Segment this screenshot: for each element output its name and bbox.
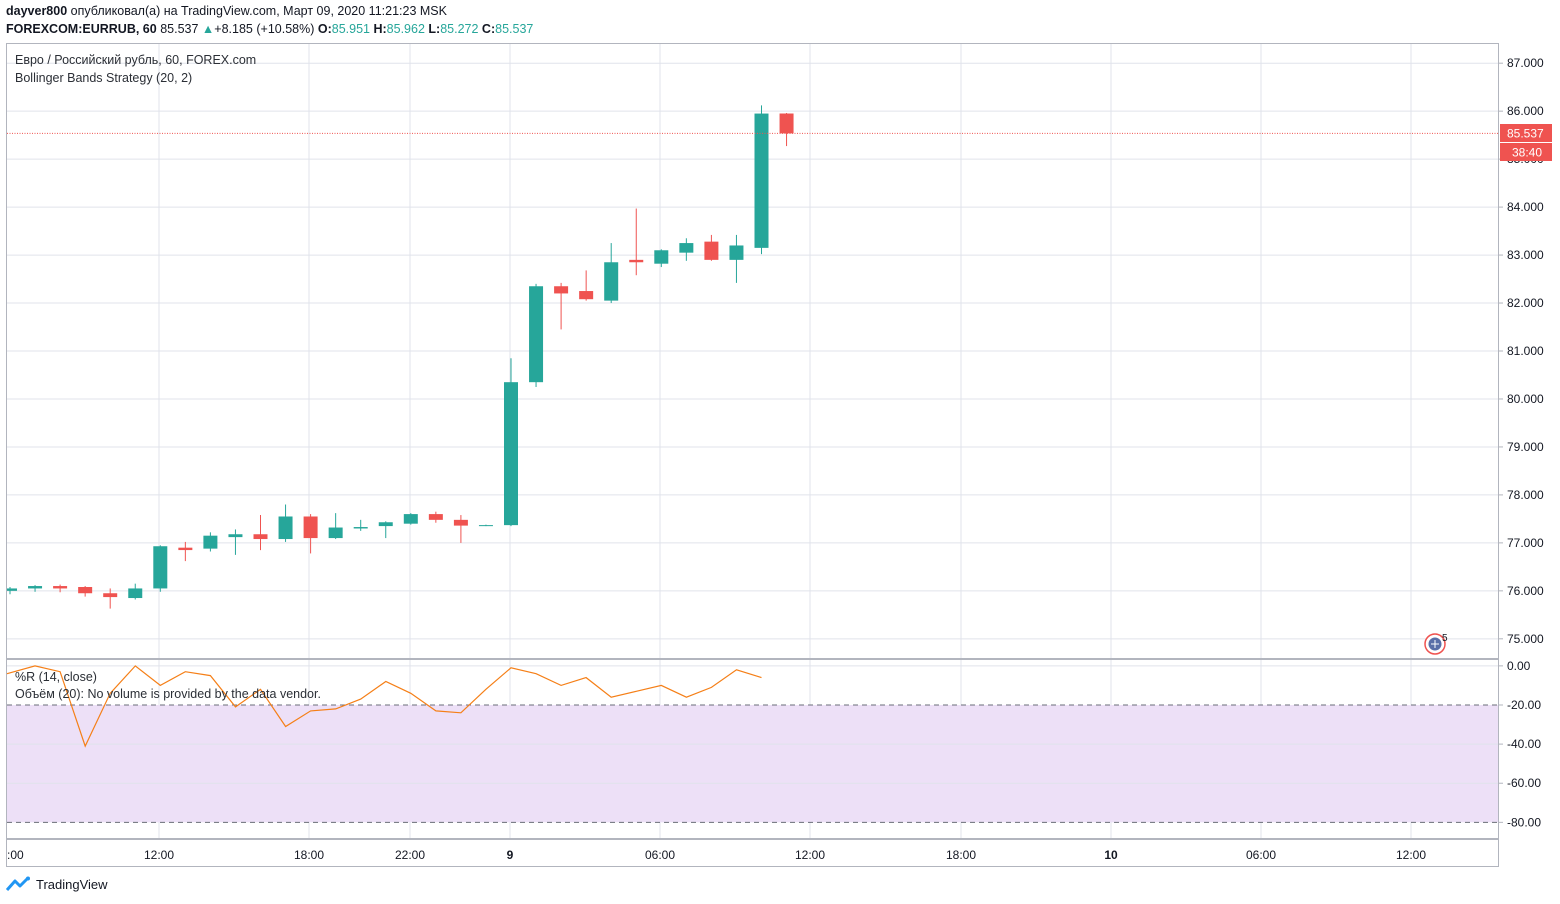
time-tick-label: 9 — [507, 848, 514, 862]
wr-tick-label: -60.00 — [1507, 776, 1541, 790]
candle-body — [278, 516, 293, 540]
candle-body — [654, 250, 669, 264]
volume-legend: Объём (20): No volume is provided by the… — [15, 687, 321, 701]
open-label: O: — [317, 22, 332, 36]
price-tick-label: 81.000 — [1507, 344, 1544, 358]
tradingview-logo-icon — [6, 876, 30, 891]
wr-band — [7, 704, 1498, 823]
price-tick-label: 78.000 — [1507, 488, 1544, 502]
candles — [7, 105, 794, 609]
wr-series — [6, 665, 762, 748]
countdown-badge-text: 38:40 — [1512, 146, 1542, 160]
candle-body — [579, 291, 594, 300]
candle-body — [178, 547, 193, 551]
price-tick-label: 83.000 — [1507, 248, 1544, 262]
candle-body — [679, 243, 694, 253]
candle-body — [403, 514, 418, 524]
candle-body — [28, 586, 43, 589]
candle-body — [328, 527, 343, 539]
candle-body — [378, 522, 393, 527]
high-label: H: — [373, 22, 387, 36]
candle-body — [78, 587, 93, 594]
symbol-label: FOREXCOM:EURRUB, 60 — [6, 22, 157, 36]
price-tick-label: 79.000 — [1507, 440, 1544, 454]
candle-body — [428, 514, 443, 520]
open-value: 85.951 — [331, 22, 370, 36]
candle-body — [478, 525, 493, 527]
footer-brand-label: TradingView — [36, 876, 108, 892]
wr-tick-label: -40.00 — [1507, 737, 1541, 751]
close-value: 85.537 — [495, 22, 534, 36]
wr-grid — [7, 660, 1498, 838]
series-legend[interactable]: Евро / Российский рубль, 60, FOREX.com — [15, 53, 257, 67]
time-tick-label: 12:00 — [795, 848, 825, 862]
candle-body — [629, 259, 644, 263]
low-label: L: — [428, 22, 441, 36]
candle-body — [303, 516, 318, 539]
time-axis-labels: :00 12:00 18:00 22:00 9 06:00 12:00 18:00 10 06:0… — [7, 848, 1426, 862]
price-axis[interactable]: 75.000 76.000 77.000 78.000 79.000 80.000 81.0… — [1498, 56, 1544, 646]
price-tick-label: 86.000 — [1507, 104, 1544, 118]
change-arrow-icon: ▲ — [201, 22, 215, 36]
low-value: 85.272 — [440, 22, 479, 36]
footer-brand[interactable]: TradingView — [6, 876, 108, 892]
time-tick-label: 18:00 — [294, 848, 324, 862]
price-tick-label: 87.000 — [1507, 56, 1544, 70]
time-tick-label: 06:00 — [1246, 848, 1276, 862]
change-value: +8.185 (+10.58%) — [214, 22, 315, 36]
wr-tick-label: -80.00 — [1507, 815, 1541, 829]
wr-tick-label: 0.00 — [1507, 659, 1531, 673]
candle-body — [504, 382, 518, 526]
time-axis[interactable] — [6, 839, 1499, 867]
price-tick-label: 75.000 — [1507, 632, 1544, 646]
candle-body — [729, 245, 744, 260]
candle-body — [604, 262, 619, 301]
price-tick-label: 77.000 — [1507, 536, 1544, 550]
price-tick-label: 76.000 — [1507, 584, 1544, 598]
last-price-badge-text: 85.537 — [1507, 127, 1544, 141]
time-tick-label: 06:00 — [645, 848, 675, 862]
last-price-badge — [1500, 124, 1552, 142]
candle-body — [779, 113, 794, 134]
candle-body — [529, 286, 544, 383]
time-tick-label: 18:00 — [946, 848, 976, 862]
candle-body — [153, 546, 168, 589]
author-link[interactable]: dayver800 — [6, 4, 68, 18]
candle-body — [554, 286, 569, 294]
candle-body — [453, 519, 468, 526]
price-tick-label: 84.000 — [1507, 200, 1544, 214]
wr-axis[interactable]: 0.00 -20.00 -40.00 -60.00 -80.00 — [1498, 659, 1541, 829]
candle-body — [704, 241, 719, 260]
wr-legend[interactable]: %R (14, close) — [15, 670, 97, 684]
publish-line: dayver800 опубликовал(а) на TradingView.… — [6, 4, 447, 18]
candle-body — [203, 535, 218, 549]
candle-body — [228, 534, 243, 538]
time-tick-label: 12:00 — [144, 848, 174, 862]
events-flag-icon[interactable] — [1424, 633, 1446, 655]
published-text: опубликовал(а) на TradingView.com, Март … — [70, 4, 447, 18]
time-tick-label: 22:00 — [395, 848, 425, 862]
candle-body — [754, 113, 769, 248]
candle-body — [253, 534, 268, 540]
strategy-legend[interactable]: Bollinger Bands Strategy (20, 2) — [15, 71, 193, 85]
ohlc-line: FOREXCOM:EURRUB, 60 85.537 ▲+8.185 (+10.… — [6, 22, 533, 36]
time-tick-label: 10 — [1104, 848, 1118, 862]
candle-body — [53, 586, 68, 589]
close-label: C: — [481, 22, 496, 36]
price-tick-label: 82.000 — [1507, 296, 1544, 310]
candle-body — [103, 593, 118, 598]
candle-body — [353, 527, 368, 529]
countdown-badge — [1500, 143, 1552, 161]
events-flag-count: 5 — [1442, 633, 1448, 644]
wr-line — [6, 665, 762, 748]
wr-tick-label: -20.00 — [1507, 698, 1541, 712]
high-value: 85.962 — [386, 22, 425, 36]
time-tick-label: 12:00 — [1396, 848, 1426, 862]
price-tick-label: 80.000 — [1507, 392, 1544, 406]
candle-body — [128, 588, 143, 599]
candle-body — [7, 588, 17, 591]
last-value: 85.537 — [160, 22, 199, 36]
time-tick-label: :00 — [7, 848, 24, 862]
